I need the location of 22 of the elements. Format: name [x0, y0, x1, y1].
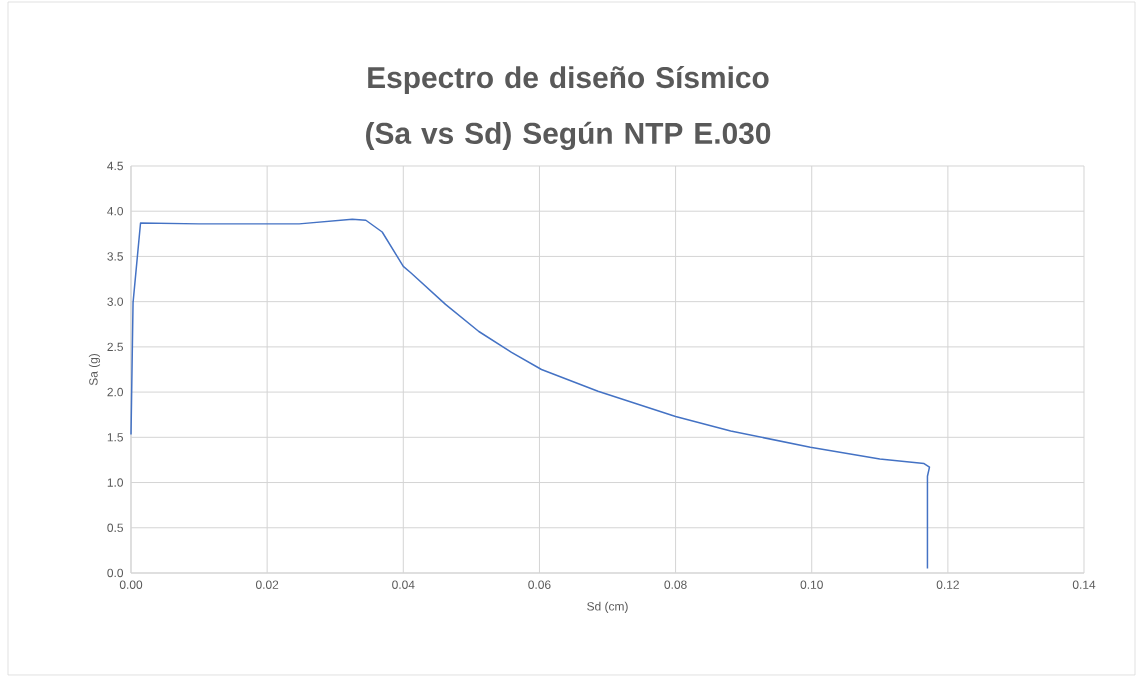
x-tick-label: 0.02 [255, 580, 279, 589]
y-tick-label: 0.5 [107, 523, 123, 532]
y-tick-label: 4.0 [107, 206, 124, 216]
y-tick-label: 1.5 [107, 433, 123, 442]
y-tick-label: 3.5 [107, 252, 123, 261]
y-tick-label: 2.0 [107, 387, 124, 397]
x-tick-label: 0.08 [664, 580, 687, 589]
x-tick-label: 0.06 [528, 580, 551, 589]
chart-title: Espectro de diseño Sísmico (Sa vs Sd) Según NTP E.030 [366, 65, 771, 150]
x-tick-label: 0.00 [119, 580, 143, 589]
y-axis-title: Sa (g) [88, 353, 101, 386]
x-tick-label: 0.04 [392, 580, 415, 589]
line-series [130, 218, 931, 570]
y-tick-label: 1.0 [107, 478, 124, 487]
y-tick-label: 3.0 [107, 297, 124, 306]
x-tick-label: 0.10 [800, 580, 823, 589]
x-tick-label: 0.14 [1072, 580, 1096, 589]
x-tick-label: 0.12 [936, 580, 959, 589]
x-axis-title: Sd (cm) [587, 601, 628, 613]
y-tick-label: 4.5 [107, 161, 123, 171]
y-tick-label: 0.0 [107, 568, 124, 578]
y-tick-label: 2.5 [107, 342, 123, 352]
